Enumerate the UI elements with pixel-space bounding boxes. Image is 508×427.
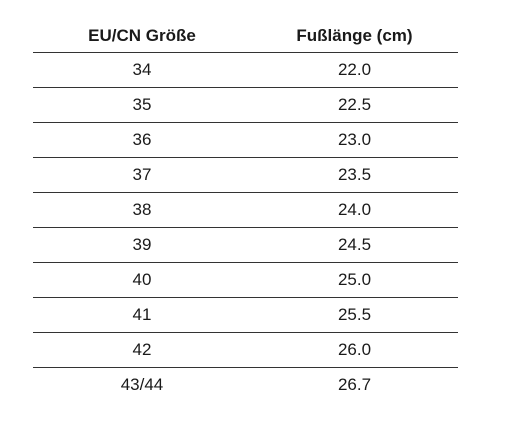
table-row: 39 24.5	[33, 227, 458, 263]
cell-size: 38	[33, 192, 251, 228]
table-row: 34 22.0	[33, 52, 458, 88]
cell-size: 40	[33, 262, 251, 298]
cell-foot-length: 25.5	[251, 297, 458, 333]
table-row: 35 22.5	[33, 87, 458, 123]
cell-size: 36	[33, 122, 251, 158]
cell-foot-length: 26.0	[251, 332, 458, 368]
cell-size: 34	[33, 52, 251, 88]
table-row: 41 25.5	[33, 297, 458, 333]
table-row: 43/44 26.7	[33, 368, 458, 403]
cell-size: 41	[33, 297, 251, 333]
header-eu-cn-size: EU/CN Größe	[33, 20, 251, 53]
size-chart-table: EU/CN Größe Fußlänge (cm) 34 22.0 35 22.…	[33, 20, 458, 402]
table-row: 36 23.0	[33, 122, 458, 158]
table-row: 40 25.0	[33, 262, 458, 298]
cell-size: 35	[33, 87, 251, 123]
cell-size: 43/44	[120, 375, 164, 394]
header-foot-length: Fußlänge (cm)	[251, 20, 458, 53]
cell-foot-length: 22.5	[251, 87, 458, 123]
cell-foot-length: 22.0	[251, 52, 458, 88]
cell-foot-length: 23.0	[251, 122, 458, 158]
cell-size: 37	[33, 157, 251, 193]
cell-foot-length: 23.5	[251, 157, 458, 193]
cell-foot-length: 24.0	[251, 192, 458, 228]
table-row: 38 24.0	[33, 192, 458, 228]
cell-size: 42	[33, 332, 251, 368]
cell-foot-length: 24.5	[251, 227, 458, 263]
table-header-row: EU/CN Größe Fußlänge (cm)	[33, 20, 458, 53]
table-row: 37 23.5	[33, 157, 458, 193]
cell-foot-length: 26.7	[337, 375, 372, 394]
cell-size: 39	[33, 227, 251, 263]
cell-foot-length: 25.0	[251, 262, 458, 298]
table-row: 42 26.0	[33, 332, 458, 368]
